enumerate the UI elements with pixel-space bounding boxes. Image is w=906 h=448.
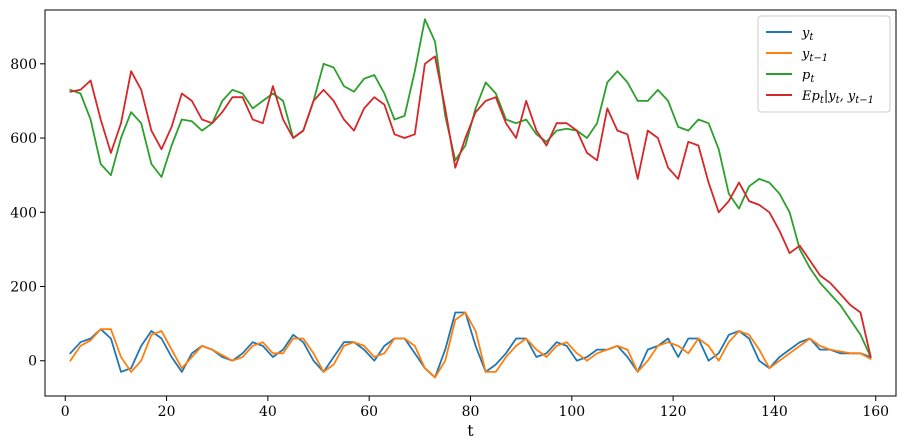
y-tick-label: 0 [28,354,37,370]
legend-label-0: yt [801,26,814,43]
legend-label-2: pt [802,68,815,85]
y-axis-ticks: 0 200 400 600 800 [10,57,45,370]
y-tick-label: 800 [10,57,37,73]
series-line-1 [69,311,872,379]
x-tick-label: 40 [259,404,277,420]
x-tick-label: 80 [462,404,480,420]
x-tick-label: 140 [761,404,788,420]
legend-label-3: Ept|yt, yt−1 [801,89,874,106]
x-tick-label: 0 [61,404,70,420]
x-tick-label: 20 [158,404,176,420]
legend: yt yt−1 pt Ept|yt, yt−1 [757,15,891,113]
y-tick-label: 600 [10,131,37,147]
x-axis-title: t [467,421,474,440]
x-tick-label: 60 [360,404,378,420]
legend-box [757,15,891,113]
y-tick-label: 400 [10,205,37,221]
y-tick-label: 200 [10,280,37,296]
series-line-2 [69,18,872,358]
x-tick-label: 160 [862,404,889,420]
series-line-3 [69,55,872,358]
x-tick-label: 120 [660,404,687,420]
legend-label-1: yt−1 [801,47,828,64]
x-tick-label: 100 [558,404,585,420]
x-axis-ticks: 0 20 40 60 80 100 120 140 160 [61,396,889,420]
series-layer [69,18,872,379]
